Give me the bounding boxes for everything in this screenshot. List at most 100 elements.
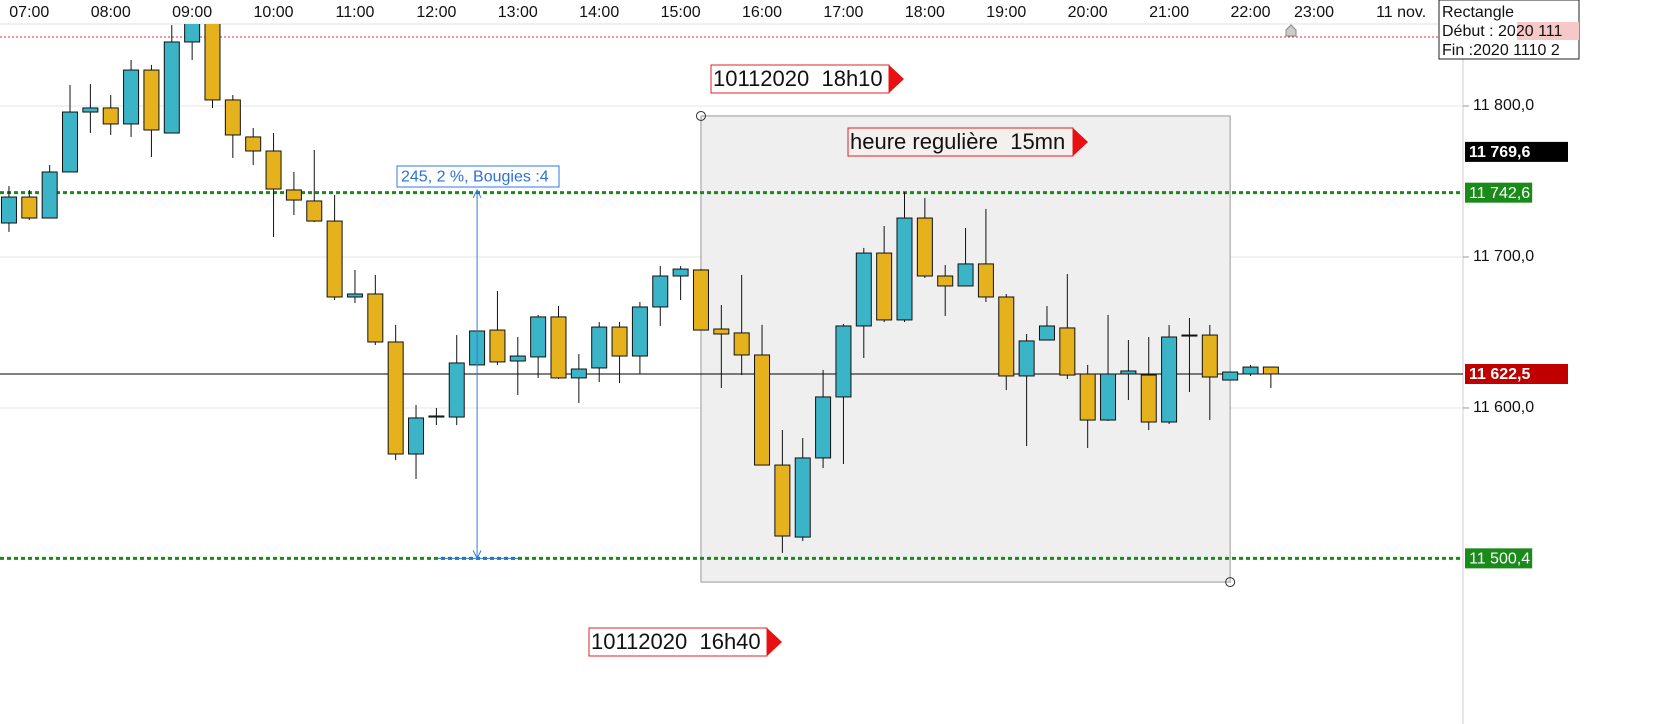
price-badge <box>1465 548 1533 569</box>
candle-body <box>631 306 648 357</box>
x-tick-label: 09:00 <box>172 4 212 21</box>
candle-body <box>774 464 791 537</box>
candle-body <box>876 252 893 321</box>
candle-body <box>326 220 343 298</box>
candle-body <box>692 269 709 331</box>
candle-body <box>204 24 221 101</box>
x-tick-label: 07:00 <box>9 4 49 21</box>
x-tick-label: 13:00 <box>498 4 538 21</box>
candle-body <box>550 316 567 379</box>
candle-body <box>1059 327 1076 376</box>
annotation-label: 10112020 18h10 <box>713 66 883 91</box>
label-arrow <box>889 65 904 93</box>
candle-body <box>306 200 323 222</box>
candle-body <box>285 189 302 201</box>
candle-body <box>489 329 506 363</box>
measure-label-box <box>396 165 560 188</box>
x-tick-label: 15:00 <box>661 4 701 21</box>
candle-body <box>896 217 913 321</box>
candle-body <box>754 354 771 466</box>
x-tick-label: 12:00 <box>416 4 456 21</box>
x-tick-label: 19:00 <box>986 4 1026 21</box>
label-box <box>847 127 1074 157</box>
candle-body <box>530 316 547 358</box>
x-tick-label: 23:00 <box>1294 4 1334 21</box>
candle-body <box>916 217 933 277</box>
candle-body <box>184 24 201 43</box>
x-tick-label: 11 nov. <box>1376 4 1426 21</box>
candle-body <box>408 417 425 455</box>
candle-body <box>1140 374 1157 423</box>
candle-body <box>835 325 852 398</box>
candle-body <box>1262 366 1279 375</box>
candle-body <box>794 457 811 538</box>
candle-body <box>1100 373 1117 421</box>
info-title: Rectangle <box>1442 4 1514 21</box>
label-arrow <box>1073 128 1088 156</box>
candle-body <box>1161 336 1178 423</box>
candle-body <box>672 268 689 277</box>
candle-body <box>1201 334 1218 378</box>
candle-body <box>21 196 38 219</box>
candle-body <box>570 368 587 379</box>
y-tick-label: 11 600,0 <box>1473 399 1534 416</box>
candle-body <box>957 263 974 287</box>
candle-body <box>611 326 628 357</box>
candle-body <box>713 328 730 335</box>
candle-body <box>62 111 79 173</box>
price-badge-label: 11 500,4 <box>1469 551 1530 568</box>
candle-body <box>448 362 465 418</box>
price-badge <box>1465 364 1568 384</box>
candle-body <box>143 69 160 131</box>
candle-body <box>1018 340 1035 377</box>
candle-body <box>937 275 954 287</box>
candle-body <box>0 196 17 224</box>
y-tick-label: 11 800,0 <box>1473 97 1534 114</box>
info-highlight <box>1517 22 1579 40</box>
measure-label: 245, 2 %, Bougies :4 <box>401 169 549 186</box>
info-line: Fin :2020 1110 2 <box>1442 42 1560 59</box>
candle-body <box>652 275 669 308</box>
x-tick-label: 18:00 <box>905 4 945 21</box>
x-tick-label: 11:00 <box>336 4 375 21</box>
annotation-label: 10112020 16h40 <box>591 629 761 654</box>
candle-body <box>163 41 180 134</box>
candle-body <box>815 396 832 459</box>
x-tick-label: 14:00 <box>579 4 619 21</box>
candle-body <box>1038 325 1055 341</box>
candle-body <box>977 263 994 298</box>
candle-body <box>998 296 1015 377</box>
candle-body <box>855 252 872 327</box>
candle-body <box>82 107 99 113</box>
candle-body <box>428 415 445 418</box>
info-line: Début : 2020 111 <box>1442 23 1562 40</box>
x-tick-label: 10:00 <box>254 4 294 21</box>
price-badge <box>1465 141 1568 162</box>
candle-body <box>509 355 526 362</box>
plot-area <box>0 24 1463 583</box>
annotation-label: heure regulière 15mn <box>850 129 1065 154</box>
label-box <box>710 64 890 94</box>
y-tick-label: 11 700,0 <box>1473 248 1534 265</box>
candle-body <box>102 107 119 125</box>
label-arrow <box>767 628 782 656</box>
candle-body <box>41 171 58 219</box>
rectangle-handle <box>695 110 706 121</box>
x-tick-label: 22:00 <box>1230 4 1270 21</box>
home-icon[interactable] <box>1285 24 1297 37</box>
price-badge-label: 11 769,6 <box>1469 144 1531 161</box>
candle-body <box>265 150 282 190</box>
x-tick-label: 17:00 <box>823 4 863 21</box>
candle-body <box>346 293 363 298</box>
candle-body <box>1079 373 1096 421</box>
x-tick-label: 20:00 <box>1068 4 1108 21</box>
candle-body <box>1120 370 1137 375</box>
measure-arrowhead <box>472 188 482 199</box>
x-tick-label: 16:00 <box>742 4 782 21</box>
label-box <box>588 627 768 657</box>
candle-body <box>1242 366 1259 375</box>
rectangle-handle <box>1225 577 1236 588</box>
x-tick-label: 08:00 <box>91 4 131 21</box>
